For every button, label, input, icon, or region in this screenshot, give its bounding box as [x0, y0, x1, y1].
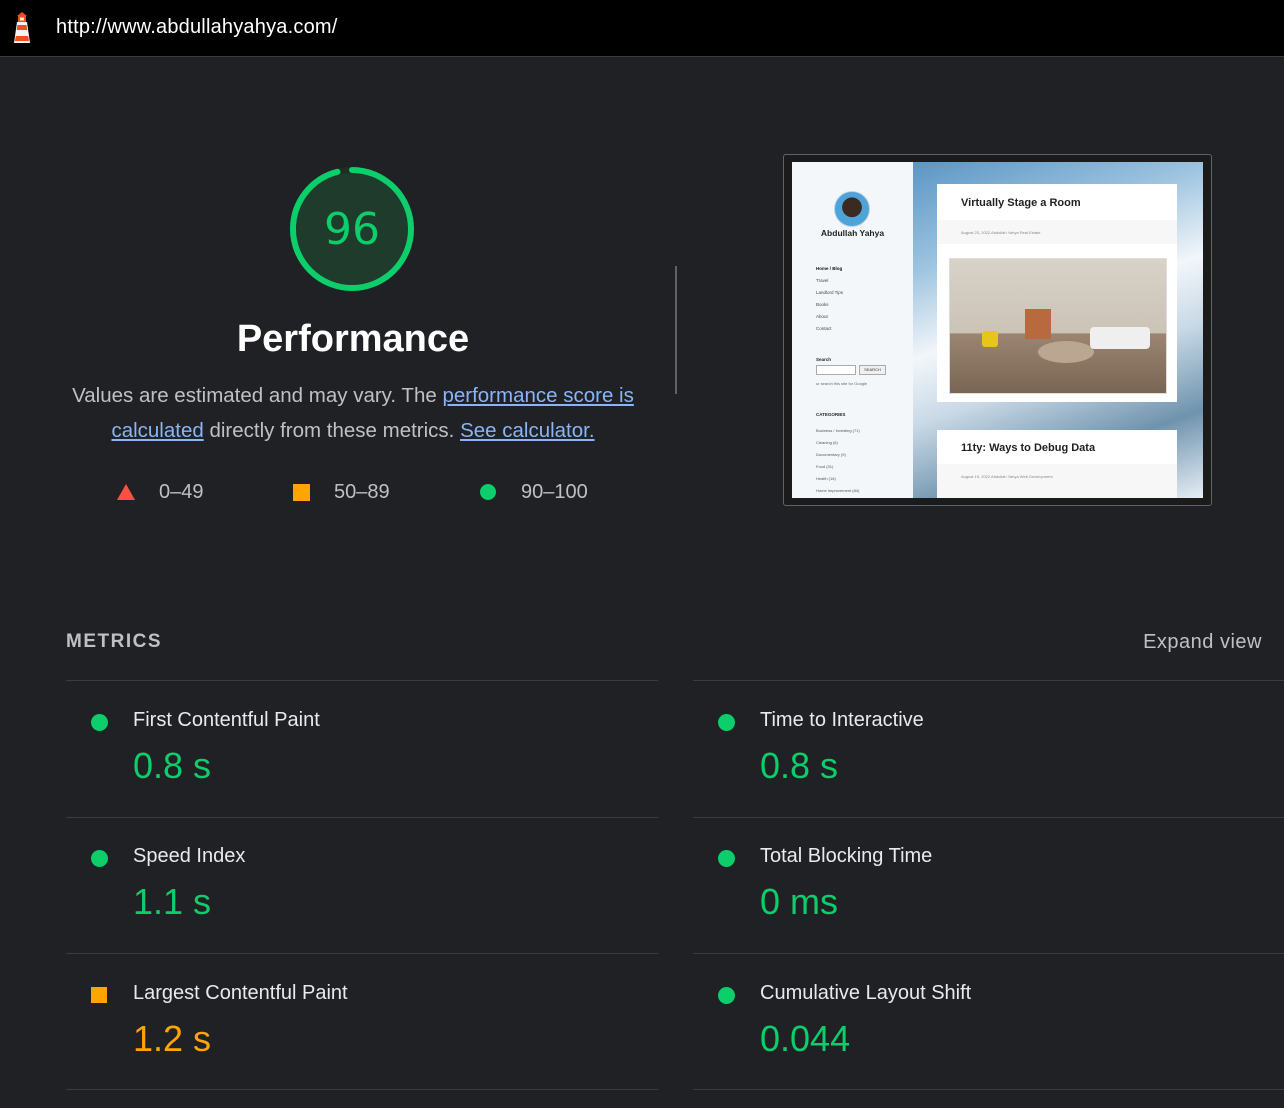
thumb-search-label: Search	[816, 357, 832, 362]
thumb-nav: Home / Blog Travel Landlord Tips Books A…	[816, 263, 843, 335]
gauge-arc	[290, 167, 414, 291]
thumb-category: Cleaning (6)	[816, 440, 838, 445]
thumb-meta-bar	[937, 464, 1177, 498]
thumb-post-card: 11ty: Ways to Debug Data August 19, 2022…	[937, 430, 1177, 498]
thumb-search-button: SEARCH	[859, 365, 886, 375]
divider	[66, 680, 658, 681]
thumb-nav-item: Landlord Tips	[816, 290, 844, 295]
legend-average-label: 50–89	[334, 480, 390, 503]
thumb-nav-item: Books	[816, 302, 829, 307]
legend-pass: 90–100	[480, 480, 588, 504]
avatar	[834, 191, 870, 227]
divider	[693, 1089, 1284, 1090]
lighthouse-icon	[14, 12, 30, 43]
divider	[66, 817, 658, 818]
pass-circle-icon	[91, 714, 108, 731]
pass-circle-icon	[718, 987, 735, 1004]
thumb-chair	[982, 331, 998, 347]
metric-time-to-interactive[interactable]: Time to Interactive 0.8 s	[693, 681, 1253, 817]
thumb-category: Food (31)	[816, 464, 834, 469]
thumb-post-card: Virtually Stage a Room August 23, 2022 A…	[937, 184, 1177, 402]
metric-name: Speed Index	[133, 845, 246, 867]
metric-cumulative-layout-shift[interactable]: Cumulative Layout Shift 0.044	[693, 954, 1253, 1090]
metric-value: 0.8 s	[133, 745, 212, 786]
desc-text: directly from these metrics.	[203, 419, 461, 442]
metric-total-blocking-time[interactable]: Total Blocking Time 0 ms	[693, 817, 1253, 953]
pass-circle-icon	[718, 714, 735, 731]
metric-name: Total Blocking Time	[760, 845, 933, 867]
average-square-icon	[91, 987, 107, 1003]
thumb-nav-item: Travel	[816, 278, 829, 283]
thumb-nav-item: Home / Blog	[816, 266, 843, 271]
metric-name: First Contentful Paint	[133, 709, 320, 731]
performance-gauge: 96	[287, 164, 417, 294]
thumb-categories: Business / Investing (71) Cleaning (6) D…	[816, 425, 860, 497]
metric-value: 0.044	[760, 1018, 851, 1059]
score-description: Values are estimated and may vary. The p…	[60, 378, 646, 448]
pass-circle-icon	[480, 484, 496, 500]
thumb-nav-item: Contact	[816, 326, 832, 331]
thumb-post-meta: August 23, 2022 Abdullah Yahya Real Esta…	[961, 230, 1041, 235]
metric-value: 0.8 s	[760, 745, 839, 786]
see-calculator-link[interactable]: See calculator.	[460, 419, 595, 442]
metric-value: 0 ms	[760, 881, 839, 922]
thumb-sofa	[1090, 327, 1150, 349]
pass-circle-icon	[91, 850, 108, 867]
divider	[693, 953, 1284, 954]
thumb-rug	[1038, 341, 1094, 363]
thumb-room-photo	[949, 258, 1167, 394]
thumb-meta-bar	[937, 220, 1177, 244]
address-bar: http://www.abdullahyahya.com/	[0, 0, 1284, 57]
metric-value: 1.1 s	[133, 881, 212, 922]
thumb-post-title: Virtually Stage a Room	[961, 197, 1081, 209]
legend-pass-label: 90–100	[521, 480, 588, 503]
thumb-search-note: or search this site for Google	[816, 381, 868, 386]
thumb-post-title: 11ty: Ways to Debug Data	[961, 442, 1096, 454]
pass-circle-icon	[718, 850, 735, 867]
performance-title: Performance	[236, 318, 470, 360]
metric-name: Largest Contentful Paint	[133, 982, 348, 1004]
screenshot-image: Abdullah Yahya Home / Blog Travel Landlo…	[792, 162, 1203, 498]
divider	[66, 1089, 658, 1090]
divider	[66, 953, 658, 954]
desc-text: Values are estimated and may vary. The	[72, 384, 443, 407]
performance-score: 96	[324, 203, 380, 255]
thumb-nav-item: About	[816, 314, 828, 319]
metric-name: Time to Interactive	[760, 709, 924, 731]
thumb-category: Documentary (9)	[816, 452, 846, 457]
metric-name: Cumulative Layout Shift	[760, 982, 972, 1004]
legend-average: 50–89	[293, 480, 390, 504]
metric-speed-index[interactable]: Speed Index 1.1 s	[66, 817, 626, 953]
thumb-categories-label: CATEGORIES	[816, 412, 846, 417]
metric-largest-contentful-paint[interactable]: Largest Contentful Paint 1.2 s	[66, 954, 626, 1090]
vertical-divider	[675, 266, 677, 394]
performance-score-link[interactable]: performance score is calculated	[111, 384, 634, 442]
page-url[interactable]: http://www.abdullahyahya.com/	[56, 16, 338, 38]
thumb-author: Abdullah Yahya	[820, 228, 885, 238]
divider	[693, 817, 1284, 818]
metrics-header: METRICS	[66, 631, 162, 652]
metric-first-contentful-paint[interactable]: First Contentful Paint 0.8 s	[66, 681, 626, 817]
final-screenshot[interactable]: Abdullah Yahya Home / Blog Travel Landlo…	[783, 154, 1212, 506]
expand-view-toggle[interactable]: Expand view	[1143, 631, 1262, 653]
thumb-category: Health (16)	[816, 476, 836, 481]
divider	[693, 680, 1284, 681]
thumb-post-meta: August 19, 2022 Abdullah Yahya Web Devel…	[961, 474, 1053, 479]
average-square-icon	[293, 483, 310, 501]
legend-fail: 0–49	[117, 480, 204, 504]
thumb-category: Business / Investing (71)	[816, 428, 860, 433]
fail-triangle-icon	[117, 484, 135, 500]
thumb-fireplace	[1025, 309, 1051, 339]
legend-fail-label: 0–49	[159, 480, 204, 503]
gauge-ring	[290, 167, 414, 291]
thumb-search-box	[816, 365, 856, 375]
metric-value: 1.2 s	[133, 1018, 212, 1059]
thumb-category: Home Improvement (84)	[816, 488, 860, 493]
